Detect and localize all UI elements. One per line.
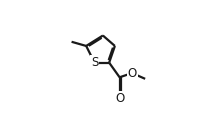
Text: S: S	[91, 56, 98, 69]
Text: O: O	[128, 67, 137, 80]
Text: O: O	[115, 92, 124, 105]
